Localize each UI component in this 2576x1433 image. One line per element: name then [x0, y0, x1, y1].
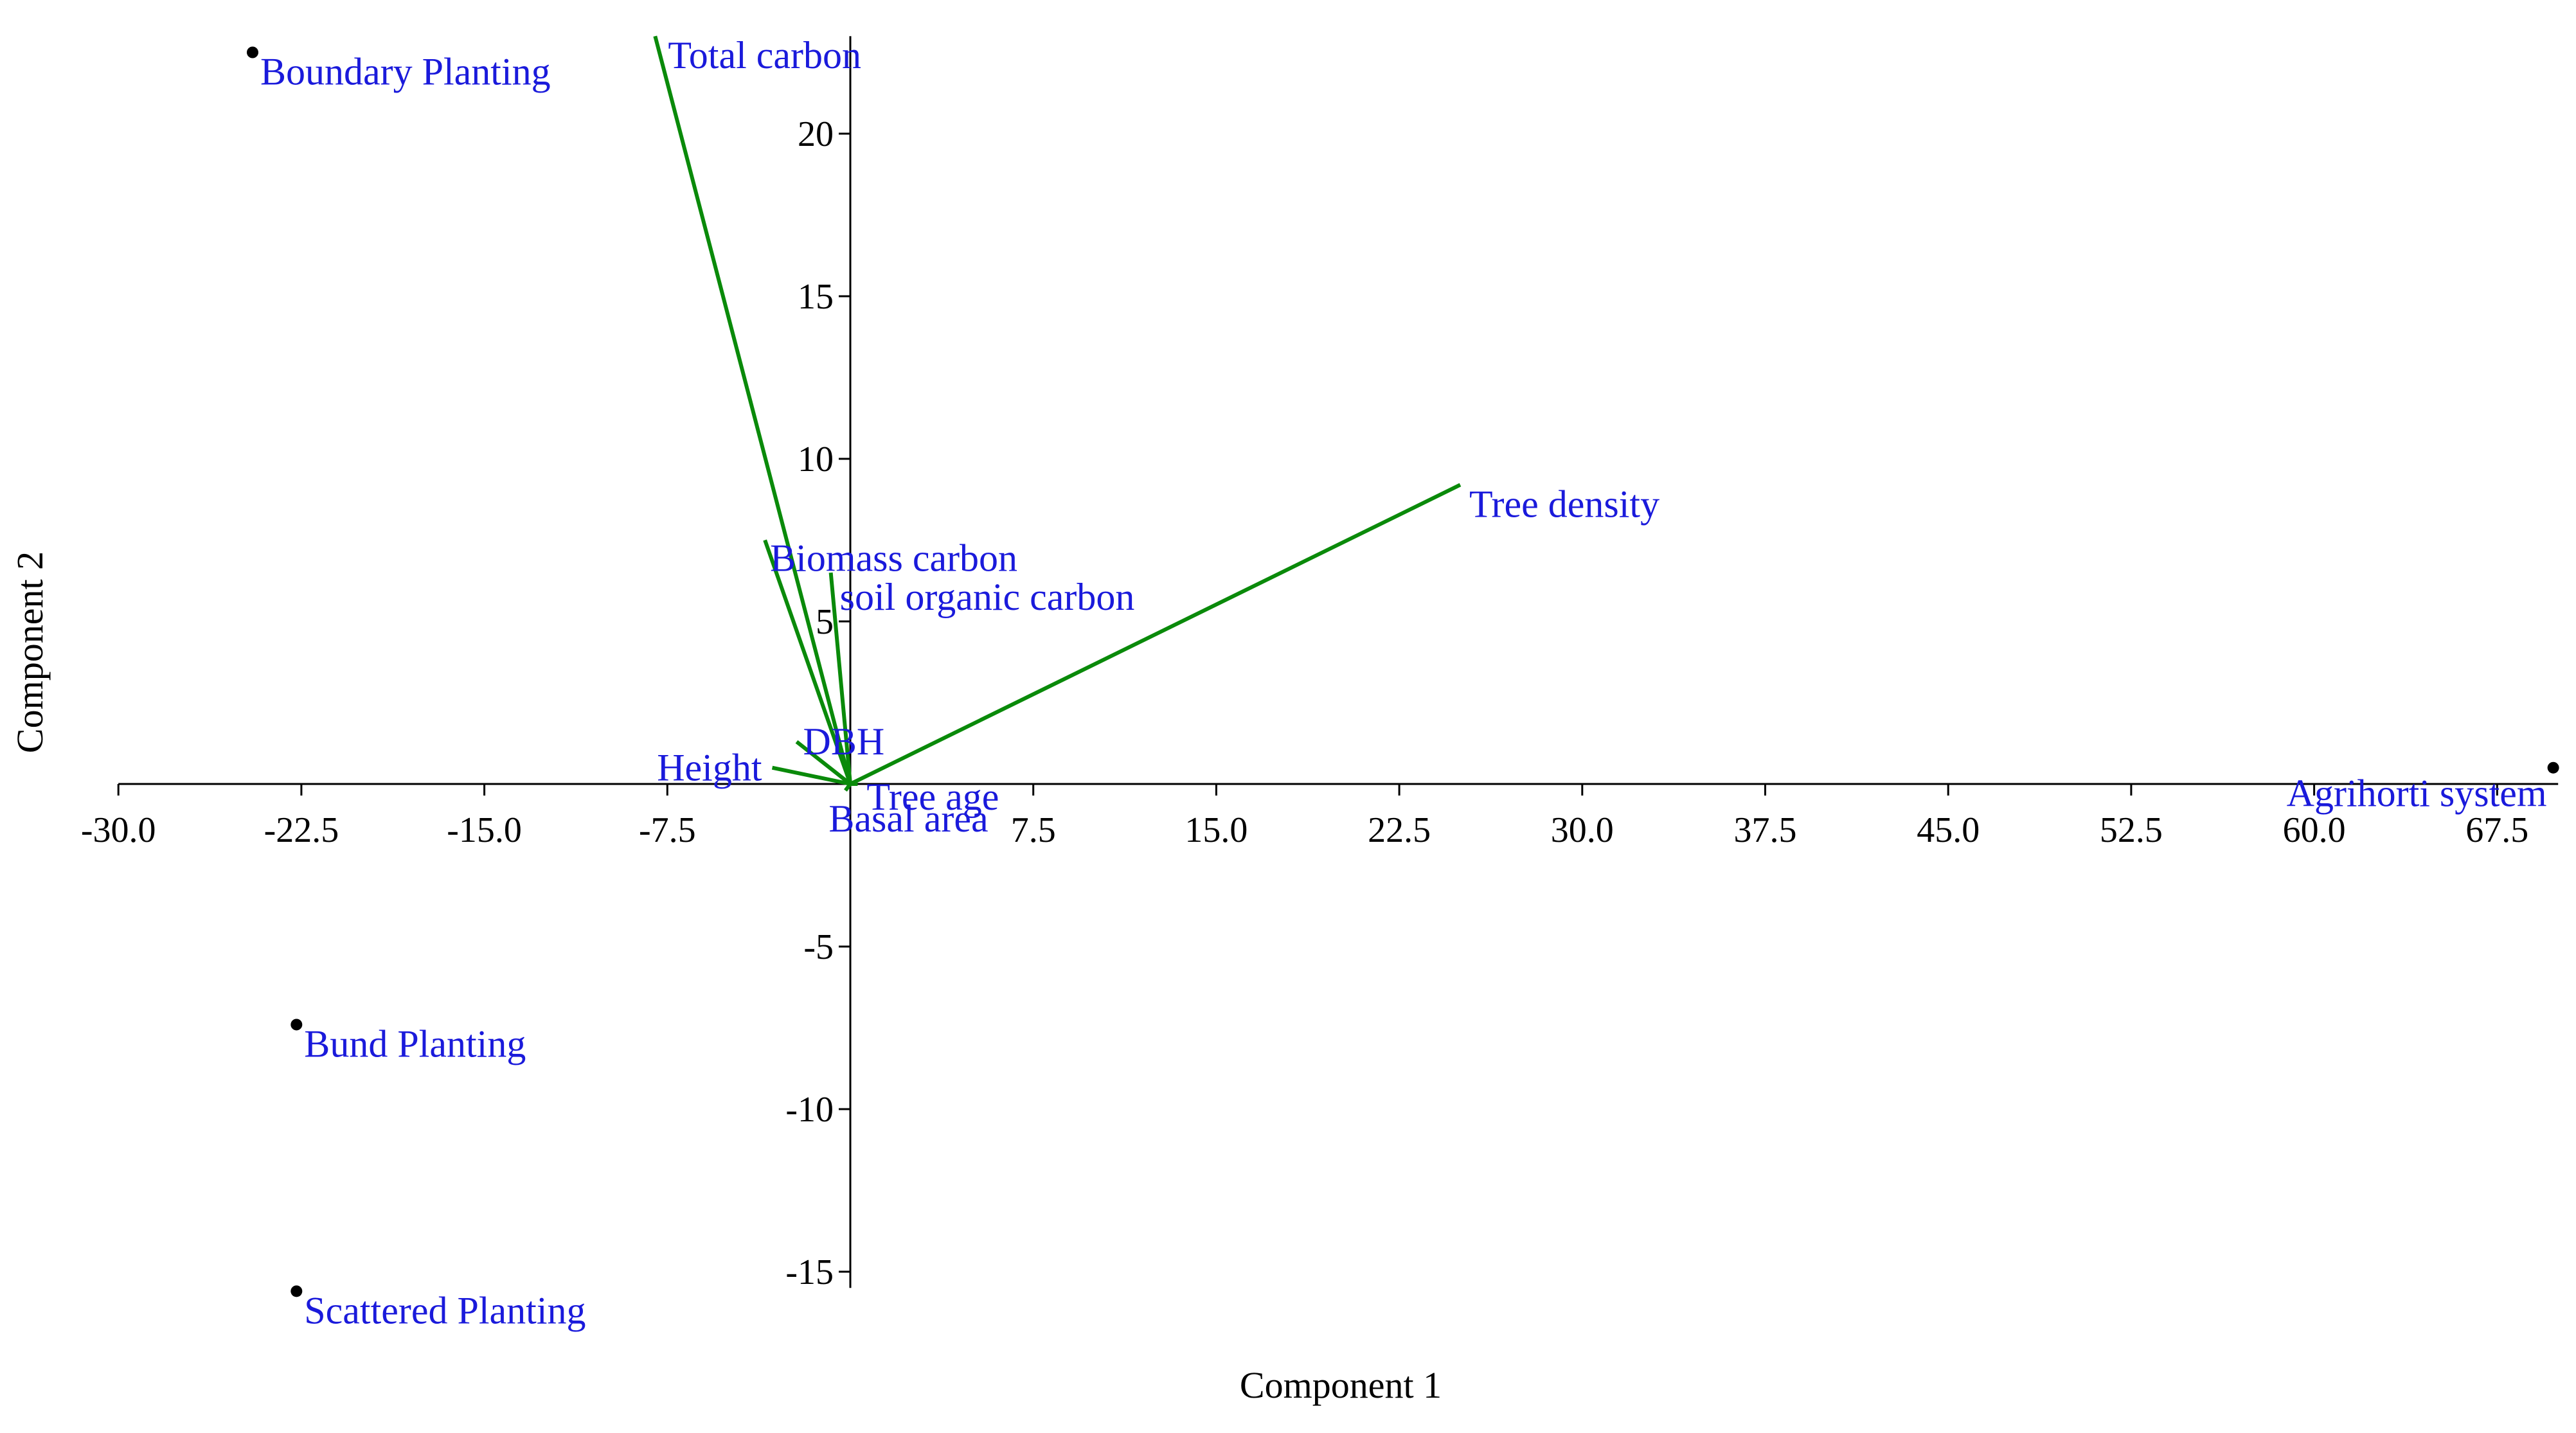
vector-line — [828, 572, 852, 785]
y-tick-label: -10 — [785, 1090, 834, 1130]
vector-label: Tree density — [1469, 483, 1659, 525]
vector-label: Total carbon — [668, 34, 861, 76]
x-tick-label: 7.5 — [1011, 810, 1056, 850]
observation-point — [291, 1285, 303, 1297]
x-tick-label: 60.0 — [2283, 810, 2346, 850]
x-tick-label: 30.0 — [1551, 810, 1614, 850]
loading-vectors — [653, 35, 1462, 792]
vector-label: Height — [657, 747, 762, 789]
y-axis-title: Component 2 — [9, 551, 51, 753]
x-tick-label: -7.5 — [639, 810, 696, 850]
labels: Total carbon Tree density Biomass carbonso… — [260, 34, 2547, 1331]
x-axis-title: Component 1 — [1240, 1364, 1442, 1406]
vector-label: soil organic carbon — [840, 576, 1135, 618]
vector-label: Basal area — [828, 797, 988, 840]
point-label: Scattered Planting — [304, 1289, 586, 1331]
point-label: Agrihorti system — [2287, 772, 2547, 815]
y-tick-label: 15 — [798, 277, 834, 317]
vector-line — [849, 483, 1462, 786]
point-label: Boundary Planting — [260, 51, 551, 93]
observation-points — [246, 46, 2559, 1297]
vector-label: Biomass carbon — [770, 537, 1017, 580]
x-tick-label: 45.0 — [1917, 810, 1980, 850]
x-tick-label: 37.5 — [1734, 810, 1797, 850]
x-tick-label: 22.5 — [1368, 810, 1431, 850]
y-tick-label: -15 — [785, 1252, 834, 1292]
vector-line — [844, 783, 852, 792]
x-tick-label: 67.5 — [2465, 810, 2528, 850]
axes: -30.0 -22.5 -15.0 -7.5 7.5 15.0 22.5 30.0 37.5 45… — [81, 36, 2559, 1292]
x-tick-label: 15.0 — [1185, 810, 1248, 850]
y-tick-label: 5 — [816, 602, 834, 642]
observation-point — [291, 1019, 303, 1031]
x-tick-label: -30.0 — [81, 810, 156, 850]
y-tick-label: 20 — [798, 114, 834, 154]
vector-line — [653, 35, 852, 785]
observation-point — [246, 46, 258, 58]
point-label: Bund Planting — [304, 1022, 526, 1065]
x-tick-label: -15.0 — [447, 810, 522, 850]
vector-line — [763, 539, 852, 785]
vector-line — [795, 740, 852, 786]
observation-point — [2547, 761, 2559, 774]
y-tick-label: 10 — [798, 440, 834, 479]
vector-label: DBH — [803, 720, 884, 763]
y-tick-label: -5 — [803, 927, 834, 967]
x-tick-label: -22.5 — [264, 810, 339, 850]
vector-label: Tree age — [866, 776, 999, 818]
x-tick-label: 52.5 — [2100, 810, 2163, 850]
vector-line — [771, 765, 851, 786]
